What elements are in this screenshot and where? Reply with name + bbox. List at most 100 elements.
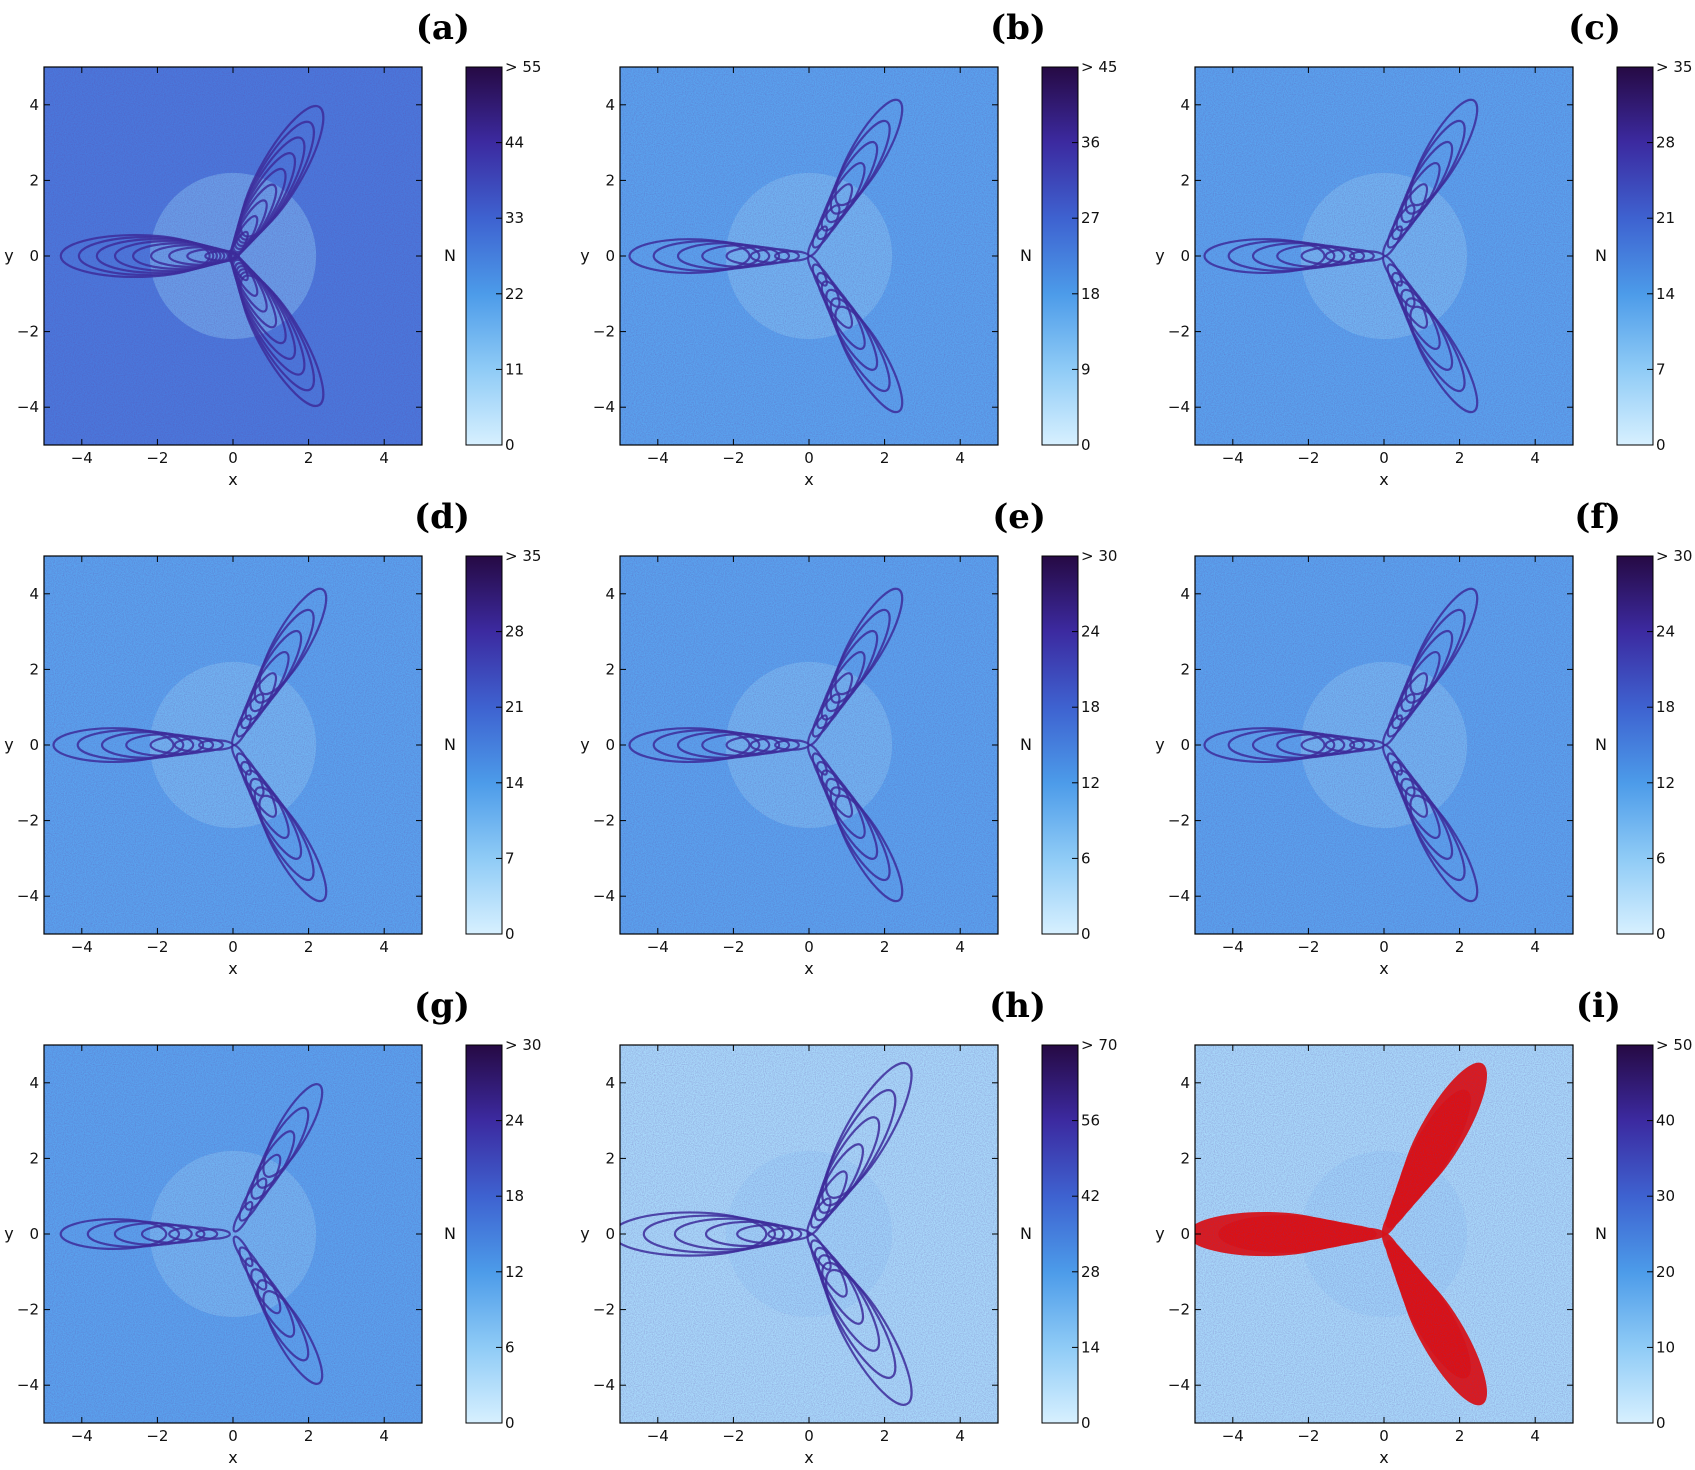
y-tick-label: 0 (605, 736, 615, 754)
y-tick-label: 0 (1180, 1225, 1190, 1243)
colorbar-tick-label: 12 (505, 1263, 524, 1281)
y-tick-label: 4 (29, 96, 39, 114)
colorbar-tick-label: 0 (1656, 925, 1666, 943)
x-tick-label: 4 (379, 938, 389, 956)
x-tick-label: 0 (804, 449, 814, 467)
x-tick-label: 2 (1455, 1427, 1465, 1445)
colorbar-tick-label: 33 (505, 209, 524, 227)
colorbar-tick-label: 22 (505, 285, 524, 303)
y-axis-label: y (580, 1224, 589, 1243)
x-tick-label: 4 (955, 1427, 965, 1445)
x-axis-label: x (228, 1448, 237, 1467)
y-tick-label: 2 (1180, 660, 1190, 678)
x-tick-label: 0 (804, 1427, 814, 1445)
y-tick-label: 0 (29, 1225, 39, 1243)
colorbar (1616, 555, 1654, 935)
y-tick-label: −2 (593, 1301, 615, 1319)
x-tick-label: 4 (379, 449, 389, 467)
panel-label: (d) (414, 497, 470, 537)
x-tick-label: 2 (880, 1427, 890, 1445)
x-axis-label: x (1379, 1448, 1388, 1467)
y-tick-label: 2 (29, 660, 39, 678)
x-axis-label: x (1379, 470, 1388, 489)
colorbar-tick-label: 0 (505, 436, 515, 454)
colorbar-tick-label: 36 (1081, 134, 1100, 152)
y-tick-label: 4 (605, 585, 615, 603)
colorbar-label: N (1020, 246, 1032, 265)
x-tick-label: 0 (804, 938, 814, 956)
colorbar-tick-label: 0 (1081, 436, 1091, 454)
y-axis-label: y (580, 246, 589, 265)
colorbar-tick-label: 0 (505, 1414, 515, 1432)
colorbar-label: N (1020, 735, 1032, 754)
colorbar-tick-label: 11 (505, 360, 524, 378)
y-tick-label: 4 (1180, 1074, 1190, 1092)
colorbar-tick-label: 20 (1656, 1263, 1675, 1281)
y-tick-label: 2 (29, 1149, 39, 1167)
y-tick-label: 0 (29, 247, 39, 265)
x-tick-label: −2 (722, 449, 744, 467)
y-tick-label: −4 (17, 887, 39, 905)
x-tick-label: 4 (955, 449, 965, 467)
colorbar-tick-label: 24 (505, 1112, 524, 1130)
panel-label: (h) (989, 986, 1046, 1026)
colorbar-tick-label: 44 (505, 134, 524, 152)
y-tick-label: −4 (593, 887, 615, 905)
x-axis-label: x (804, 959, 813, 978)
panel-label: (f) (1574, 497, 1621, 537)
y-tick-label: −4 (1168, 887, 1190, 905)
x-tick-label: 2 (880, 449, 890, 467)
x-tick-label: −4 (1222, 1427, 1244, 1445)
colorbar-tick-label: > 30 (1656, 547, 1692, 565)
colorbar-tick-label: 7 (1656, 360, 1666, 378)
colorbar-tick-label: 7 (505, 849, 515, 867)
y-tick-label: 2 (605, 171, 615, 189)
panel-label: (g) (414, 986, 470, 1026)
colorbar-tick-label: 24 (1081, 623, 1100, 641)
speckle-texture (620, 67, 998, 445)
y-tick-label: −4 (1168, 1376, 1190, 1394)
colorbar-tick-label: 28 (1656, 134, 1675, 152)
basin-pattern (44, 67, 422, 445)
basin-pattern (620, 67, 998, 445)
x-tick-label: −4 (71, 938, 93, 956)
y-axis-label: y (1155, 735, 1164, 754)
panel-label: (i) (1576, 986, 1621, 1026)
x-tick-label: −2 (1297, 938, 1319, 956)
y-tick-label: −2 (17, 812, 39, 830)
y-axis-label: y (1155, 246, 1164, 265)
x-tick-label: 4 (1530, 1427, 1540, 1445)
colorbar-tick-label: 21 (1656, 209, 1675, 227)
colorbar-tick-label: > 45 (1081, 58, 1117, 76)
colorbar-tick-label: > 35 (1656, 58, 1692, 76)
colorbar-label: N (1595, 735, 1607, 754)
basin-pattern (44, 1045, 422, 1423)
basin-pattern (1195, 1045, 1573, 1423)
colorbar (1041, 555, 1079, 935)
x-axis-label: x (804, 1448, 813, 1467)
y-tick-label: −2 (17, 1301, 39, 1319)
x-tick-label: 0 (1379, 449, 1389, 467)
y-tick-label: −2 (1168, 812, 1190, 830)
colorbar-tick-label: 30 (1656, 1187, 1675, 1205)
colorbar-tick-label: 28 (505, 623, 524, 641)
colorbar-tick-label: 6 (505, 1338, 515, 1356)
y-tick-label: 2 (605, 660, 615, 678)
speckle-texture (44, 556, 422, 934)
y-tick-label: 2 (1180, 1149, 1190, 1167)
panel-label: (b) (990, 8, 1046, 48)
y-axis-label: y (4, 246, 13, 265)
colorbar-tick-label: > 30 (1081, 547, 1117, 565)
speckle-texture (1195, 1045, 1573, 1423)
colorbar (1616, 1044, 1654, 1424)
x-tick-label: 0 (1379, 938, 1389, 956)
x-axis-label: x (804, 470, 813, 489)
colorbar-label: N (444, 735, 456, 754)
colorbar (1041, 1044, 1079, 1424)
y-tick-label: 4 (1180, 96, 1190, 114)
